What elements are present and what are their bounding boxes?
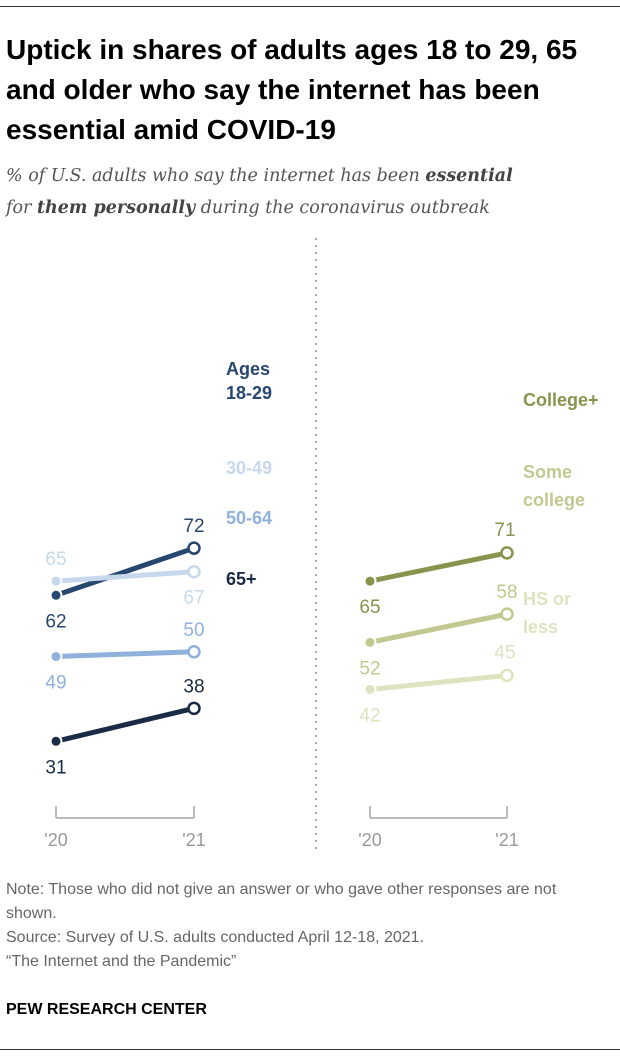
point-2020-30-49 — [49, 574, 63, 588]
series-line-college — [367, 550, 510, 584]
series-label-college: College+ — [523, 390, 599, 410]
data-label-2021-college: 71 — [494, 520, 515, 541]
chart-title: Uptick in shares of adults ages 18 to 29… — [6, 34, 578, 145]
series-label-hs-or-less: less — [523, 617, 558, 637]
subtitle-part-1: % of U.S. adults who say the internet ha… — [6, 166, 426, 186]
data-label-2020-college: 65 — [359, 597, 380, 618]
series-label-hs-or-less: HS or — [523, 589, 571, 609]
series-label-65: 65+ — [226, 569, 257, 589]
notes: Note: Those who did not give an answer o… — [6, 878, 606, 974]
subtitle-emphasis-1: essential — [425, 166, 513, 186]
point-2020-18-29 — [49, 588, 63, 602]
subtitle-part-3: during the coronavirus outbreak — [195, 198, 490, 218]
bottom-rule — [0, 1049, 620, 1050]
data-label-2020-hs-or-less: 42 — [359, 705, 380, 726]
point-2020-some-college — [363, 635, 377, 649]
x-tick-label: '21 — [495, 830, 518, 850]
legend-heading: Ages — [226, 359, 270, 379]
data-label-2021-65: 38 — [183, 676, 204, 697]
point-2021-18-29 — [187, 541, 201, 555]
top-rule — [0, 6, 620, 7]
slope-charts: '20 '21 Ages 62 72 18-29 65 67 30-49 49 50 50-64 31 3… — [44, 238, 599, 852]
point-2021-some-college — [500, 607, 514, 621]
series-line-65 — [53, 705, 197, 744]
note-text: Note: Those who did not give an answer o… — [6, 881, 557, 922]
series-label-30-49: 30-49 — [226, 458, 272, 478]
data-label-2020-some-college: 52 — [359, 658, 380, 679]
data-label-2021-30-49: 67 — [183, 588, 204, 609]
point-2020-65 — [49, 734, 63, 748]
point-2020-college — [363, 574, 377, 588]
data-label-2020-18-29: 62 — [45, 611, 66, 632]
point-2020-50-64 — [49, 650, 63, 664]
series-line-some-college — [367, 611, 510, 645]
subtitle-emphasis-2: them personally — [36, 198, 196, 218]
data-label-2021-hs-or-less: 45 — [494, 642, 515, 663]
point-2021-college — [500, 546, 514, 560]
point-2020-hs-or-less — [363, 682, 377, 696]
data-label-2021-50-64: 50 — [183, 620, 204, 641]
x-tick-label: '20 — [44, 830, 67, 850]
point-2021-30-49 — [187, 564, 201, 579]
data-label-2020-50-64: 49 — [45, 673, 66, 694]
series-line-18-29 — [53, 545, 197, 598]
series-line-hs-or-less — [367, 672, 510, 692]
chart-subtitle: % of U.S. adults who say the internet ha… — [6, 160, 618, 224]
x-tick-label: '20 — [358, 830, 381, 850]
series-label-some-college: Some — [523, 462, 572, 482]
brand-logo-text: PEW RESEARCH CENTER — [6, 1001, 207, 1018]
x-tick-label: '21 — [182, 830, 205, 850]
series-label-18-29: 18-29 — [226, 383, 272, 403]
point-2021-65 — [187, 701, 201, 716]
point-2021-hs-or-less — [500, 668, 514, 683]
report-text: “The Internet and the Pandemic” — [6, 953, 237, 970]
data-label-2021-18-29: 72 — [183, 516, 204, 537]
series-line-50-64 — [53, 649, 197, 660]
data-label-2020-30-49: 65 — [45, 549, 66, 570]
subtitle-part-2: for — [6, 198, 37, 218]
series-label-some-college: college — [523, 490, 585, 510]
source-text: Source: Survey of U.S. adults conducted … — [6, 929, 425, 946]
series-label-50-64: 50-64 — [226, 508, 272, 528]
series-line-30-49 — [53, 569, 197, 584]
point-2021-50-64 — [187, 645, 201, 659]
data-label-2020-65: 31 — [45, 757, 66, 778]
data-label-2021-some-college: 58 — [496, 582, 517, 603]
